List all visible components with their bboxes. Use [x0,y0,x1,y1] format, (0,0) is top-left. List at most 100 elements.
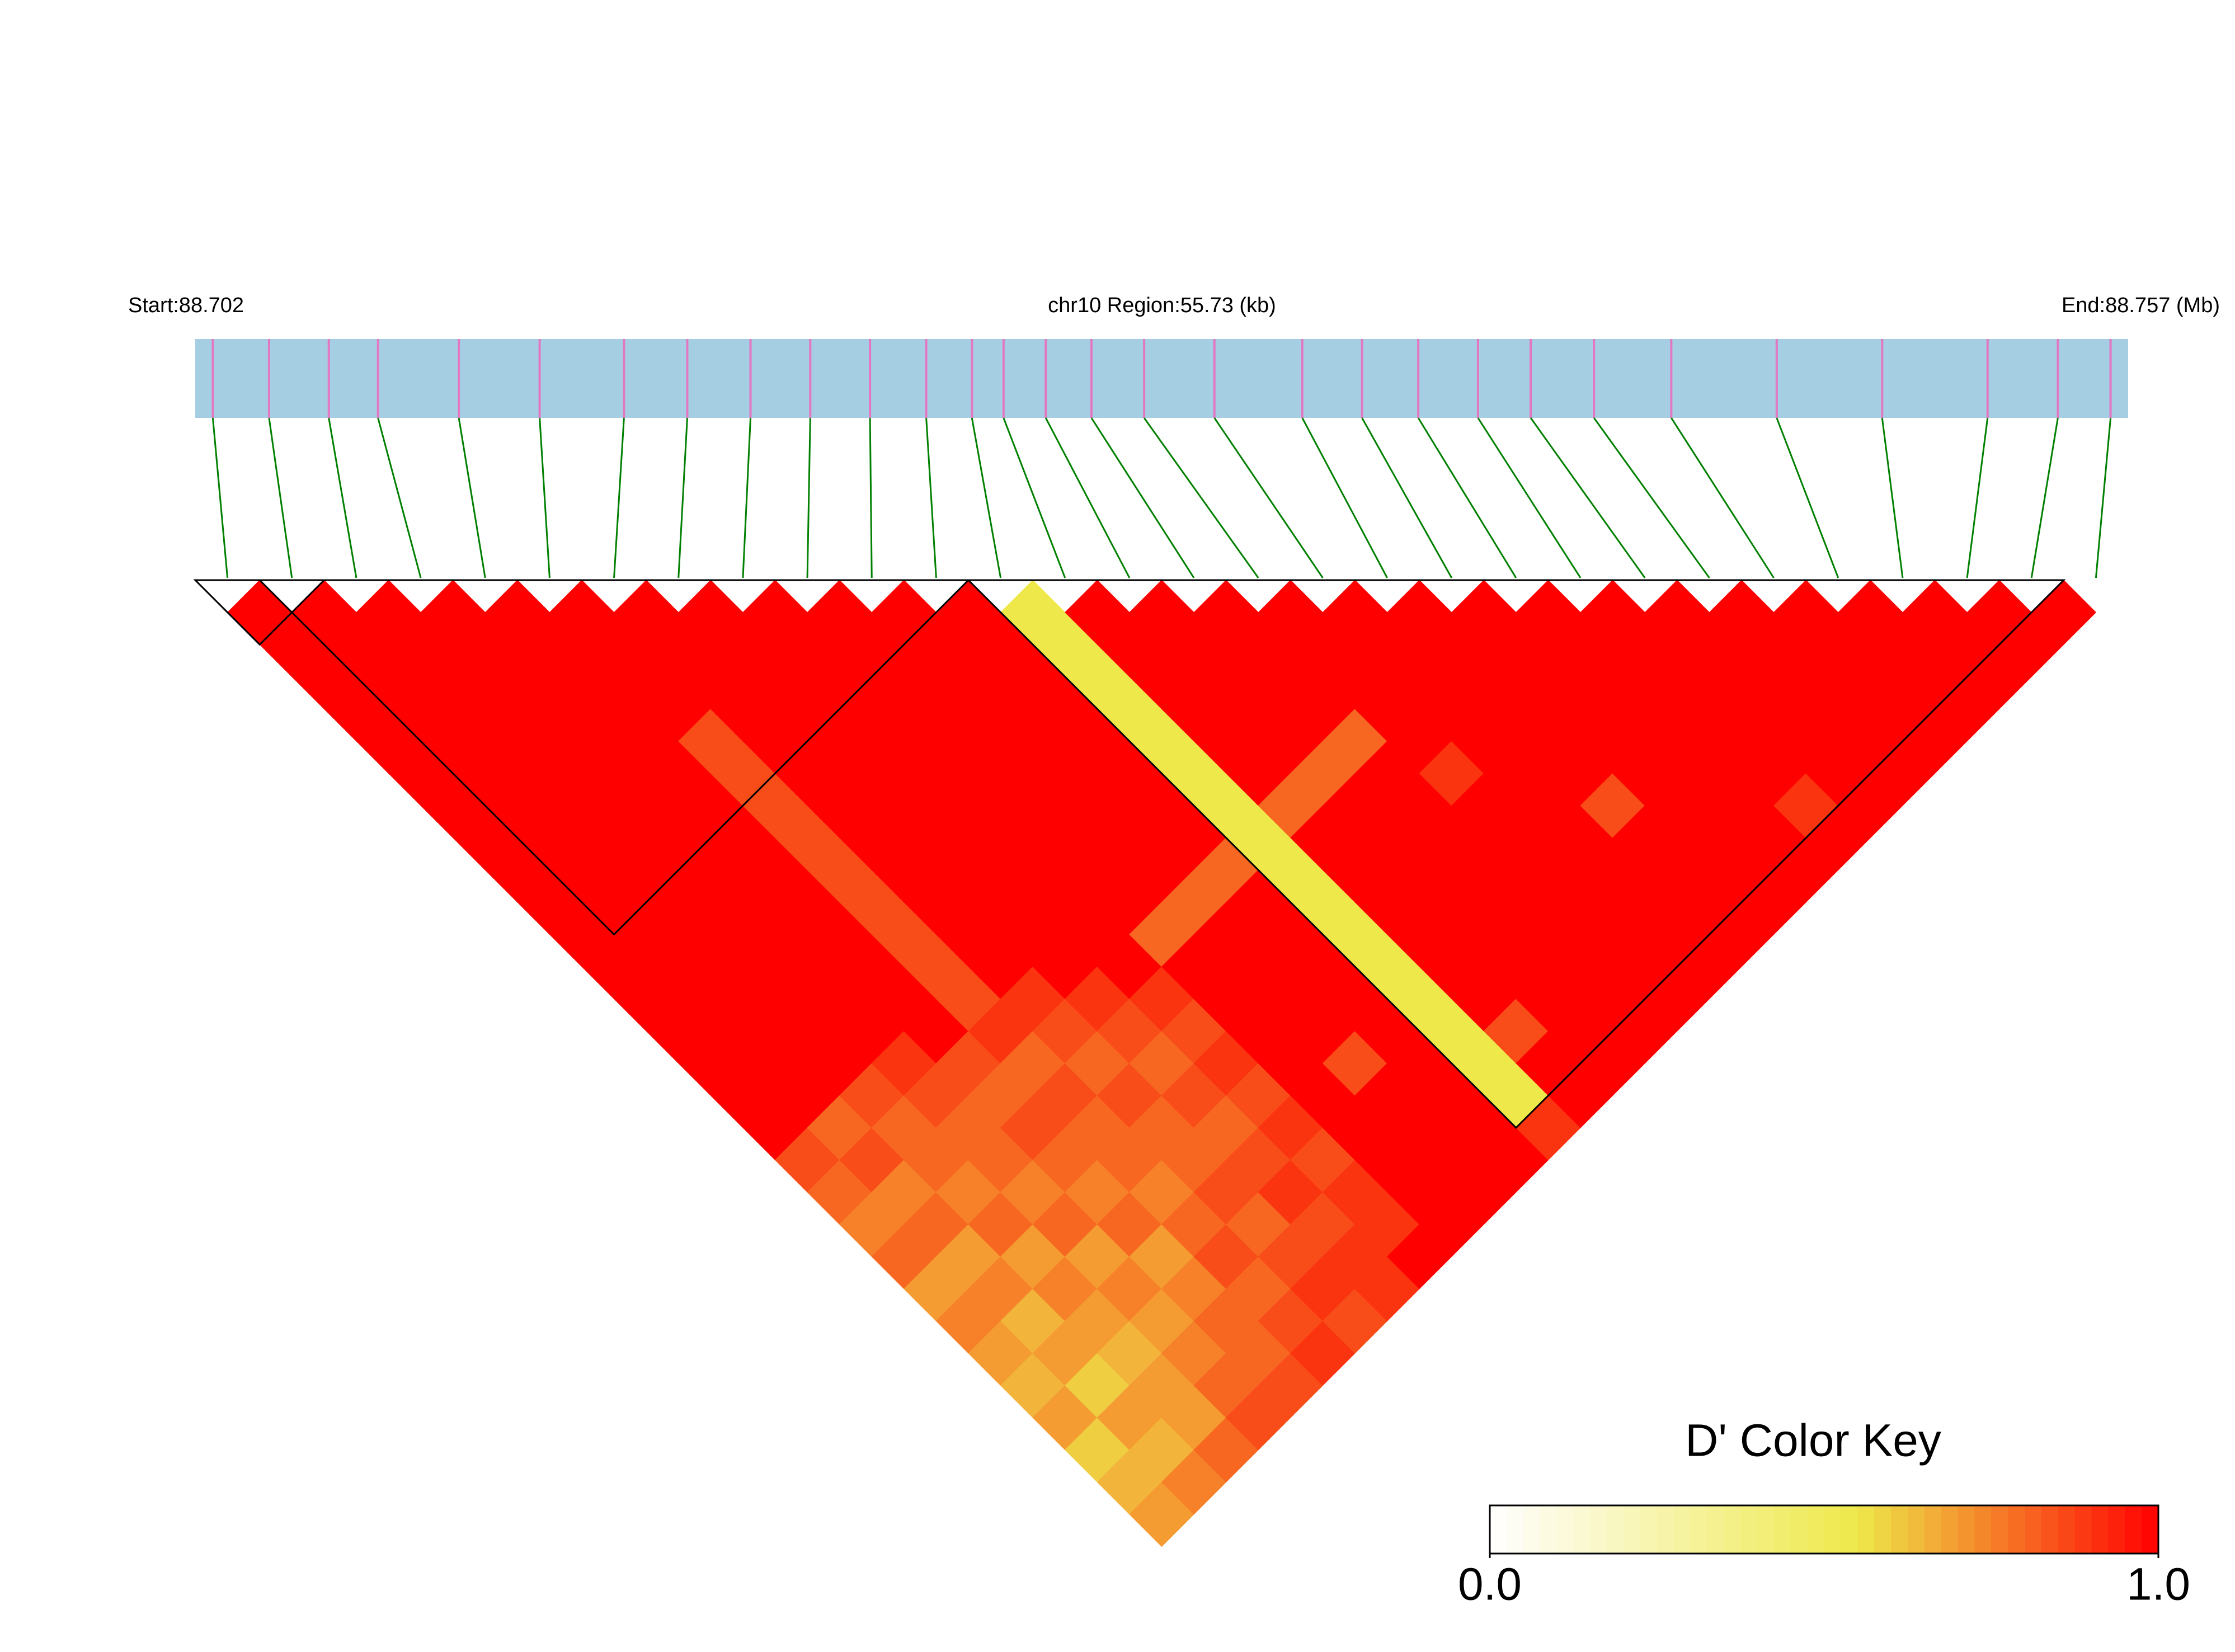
snp-link [268,417,293,578]
snp-link [677,417,688,578]
ld-cell [1129,580,1194,645]
ld-cell [871,1224,937,1289]
ld-cell [1516,1030,1581,1096]
colorbar-step [1841,1505,1858,1554]
colorbar-step [1707,1505,1725,1554]
colorbar-step [1907,1505,1925,1554]
colorbar-step [1757,1505,1775,1554]
colorbar-step [1673,1505,1691,1554]
snp-link [1003,417,1066,578]
colorbar-step [2041,1505,2059,1554]
ld-cell [1226,1127,1291,1193]
ld-cell [1226,676,1291,742]
ld-cell [1129,902,1194,967]
ld-cell [1612,934,1678,1000]
snp-link [1966,417,1989,578]
ld-cell [1516,644,1581,709]
ld-cell [935,1224,1001,1289]
snp-link [1776,417,1839,578]
ld-cell [1000,1224,1066,1289]
colorbar-step [1974,1505,1992,1554]
ld-cell [1612,741,1678,806]
colorbar-step [1740,1505,1758,1554]
snp-link [613,417,625,578]
end-label: End:88.757 (Mb) [2062,294,2220,317]
ld-cell [1419,934,1484,1000]
ld-cell [1322,708,1388,774]
snp-link [1044,417,1131,578]
ld-cell [1129,1417,1194,1482]
snp-link [2095,417,2112,578]
ld-cell [1902,644,1968,709]
snp-link [1671,417,1775,578]
colorbar-step [1958,1505,1975,1554]
ld-cell [1999,611,2064,677]
snp-link [925,417,937,578]
ld-cell [1709,644,1775,709]
colorbar-step [1874,1505,1891,1554]
ld-cell [1322,1030,1388,1096]
colorbar-tick-label: 1.0 [2126,1559,2190,1610]
colorbar-step [2025,1505,2042,1554]
ld-cell [1419,611,1484,677]
ld-cell [1226,611,1291,677]
ld-cell [1709,773,1775,839]
colorbar-step [2058,1505,2076,1554]
ld-cell [1612,869,1678,935]
snp-link [1301,417,1388,578]
colorbar-step [1690,1505,1708,1554]
ld-cell [1129,1095,1194,1161]
ld-cell [1805,676,1871,742]
snp-link [1477,417,1582,578]
snp-link [1530,417,1646,578]
ld-cell [1516,580,1581,645]
ld-cell [1322,966,1388,1032]
ld-cell [1902,580,1968,645]
position-bar [195,339,2128,418]
ld-cell [1226,869,1291,935]
colorbar-frame [1489,1504,2159,1555]
ld-cell [1709,837,1775,903]
colorbar-step [1624,1505,1641,1554]
ld-cell [1226,1320,1291,1386]
snp-link [2030,417,2059,578]
ld-cell [1322,902,1388,967]
colorbar-step [1556,1505,1574,1554]
ld-cell [1129,773,1194,839]
colorbar-step [2008,1505,2025,1554]
ld-cell [968,1320,1033,1386]
ld-cell [1322,1095,1388,1161]
ld-cell [1612,998,1678,1064]
ld-cell [1322,1224,1388,1289]
ld-block [257,579,971,936]
ld-cell [1419,869,1484,935]
colorbar-step [1991,1505,2009,1554]
colorbar-step [2074,1505,2092,1554]
ld-cell [1419,805,1484,870]
ld-cell [1419,676,1484,742]
colorbar-step [1824,1505,1842,1554]
ld-cell [1322,580,1388,645]
snp-link [328,417,357,578]
snp-link [1361,417,1453,578]
ld-cell [1419,1063,1484,1128]
ld-cell [1709,902,1775,967]
colorbar-step [1941,1505,1959,1554]
ld-cell [1129,837,1194,903]
ld-cell [1612,676,1678,742]
colorbar-step [1924,1505,1942,1554]
ld-cell [1516,708,1581,774]
snp-link [377,417,422,578]
colorbar-title: D' Color Key [1685,1415,1941,1466]
ld-cell [1419,741,1484,806]
snp-link [211,417,229,578]
colorbar-step [2091,1505,2109,1554]
colorbar-step [1657,1505,1674,1554]
ld-cell [1902,708,1968,774]
snp-link [1417,417,1517,578]
colorbar-step [1540,1505,1558,1554]
ld-cell [1322,773,1388,839]
region-title: chr10 Region:55.73 (kb) [1048,294,1276,317]
ld-cell [1097,1320,1163,1386]
